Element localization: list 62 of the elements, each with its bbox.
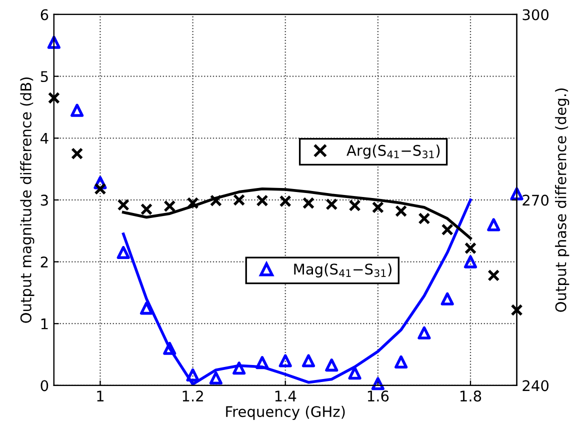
point bbox=[140, 203, 153, 216]
y2-tick-label: 240 bbox=[522, 380, 549, 392]
point bbox=[464, 255, 478, 268]
point bbox=[232, 362, 246, 375]
point bbox=[278, 354, 292, 368]
y-tick-label: 6 bbox=[40, 9, 48, 20]
point bbox=[279, 195, 292, 208]
point bbox=[209, 371, 222, 385]
point bbox=[348, 199, 361, 212]
line-series bbox=[122, 187, 472, 240]
point bbox=[70, 104, 84, 117]
point bbox=[418, 212, 430, 225]
point bbox=[233, 194, 246, 206]
x-tick-label: 1 bbox=[97, 390, 104, 402]
point bbox=[163, 342, 176, 355]
point bbox=[395, 205, 408, 218]
point bbox=[186, 197, 199, 210]
point bbox=[186, 368, 200, 382]
legend-label: Mag(S$_{41}$−S$_{31}$) bbox=[294, 263, 392, 278]
point bbox=[326, 198, 338, 210]
point bbox=[71, 148, 84, 160]
x-tick-label: 1.4 bbox=[275, 390, 296, 402]
point bbox=[94, 182, 106, 195]
point bbox=[325, 358, 338, 372]
point bbox=[510, 187, 524, 200]
point bbox=[372, 201, 384, 214]
point bbox=[164, 200, 176, 212]
y-tick-label: 0 bbox=[40, 380, 48, 392]
y-tick-label: 2 bbox=[40, 256, 48, 268]
x-axis-title: Frequency (GHz) bbox=[226, 406, 345, 420]
point bbox=[441, 224, 454, 236]
x-tick-label: 1.2 bbox=[182, 390, 203, 402]
legend-label: Arg(S$_{41}$−S$_{31}$) bbox=[346, 144, 440, 159]
point bbox=[440, 292, 454, 306]
x-tick-label: 1.6 bbox=[368, 390, 389, 402]
point bbox=[348, 366, 362, 380]
y-tick-label: 1 bbox=[41, 318, 48, 330]
y-tick-label: 4 bbox=[40, 133, 48, 144]
point bbox=[302, 197, 315, 210]
point bbox=[371, 377, 384, 390]
point bbox=[418, 326, 431, 340]
point bbox=[140, 302, 154, 315]
point bbox=[394, 355, 408, 368]
point bbox=[487, 218, 500, 232]
point bbox=[256, 356, 269, 370]
y2-tick-label: 300 bbox=[522, 9, 549, 20]
y-tick-label: 5 bbox=[40, 71, 48, 82]
point bbox=[210, 194, 222, 207]
x-tick-label: 1.8 bbox=[460, 390, 482, 402]
y2-axis-title: Output phase difference (deg.) bbox=[555, 88, 570, 312]
point bbox=[117, 198, 130, 211]
y-axis-title: Output magnitude difference (dB) bbox=[20, 77, 34, 323]
point bbox=[510, 304, 523, 316]
point bbox=[116, 246, 130, 260]
point bbox=[302, 354, 316, 368]
y2-tick-label: 270 bbox=[522, 194, 549, 206]
point bbox=[47, 36, 60, 49]
point bbox=[464, 242, 477, 254]
y-tick-label: 3 bbox=[40, 194, 48, 206]
point bbox=[488, 269, 500, 282]
point bbox=[48, 92, 60, 104]
point bbox=[256, 194, 268, 207]
